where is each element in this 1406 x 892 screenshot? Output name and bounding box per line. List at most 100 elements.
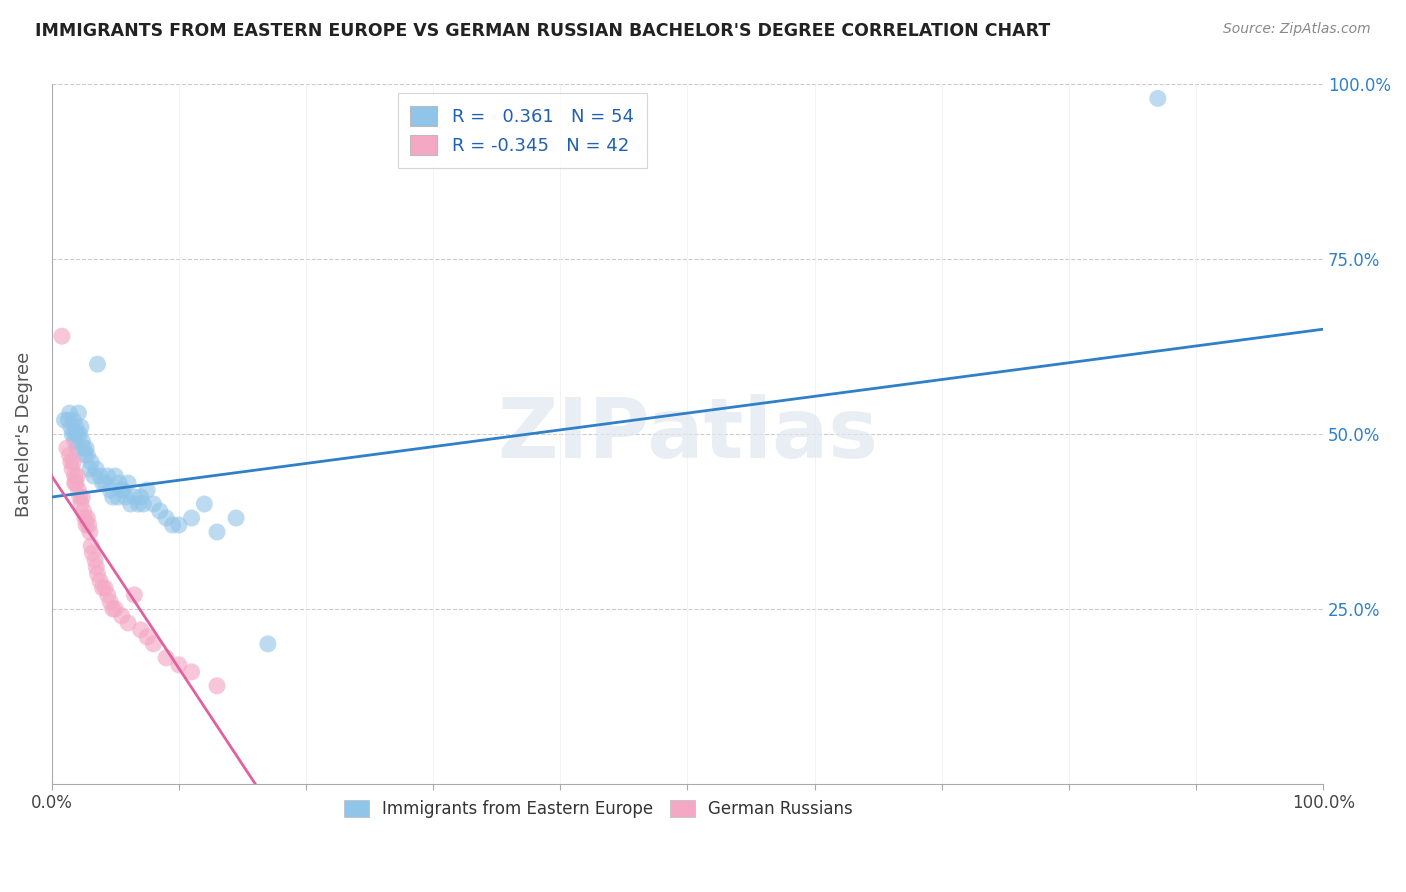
Point bbox=[79, 462, 101, 476]
Point bbox=[67, 406, 90, 420]
Point bbox=[72, 434, 94, 448]
Point bbox=[142, 637, 165, 651]
Text: Source: ZipAtlas.com: Source: ZipAtlas.com bbox=[1223, 22, 1371, 37]
Point bbox=[111, 483, 134, 497]
Point bbox=[63, 476, 86, 491]
Point bbox=[94, 476, 117, 491]
Point bbox=[58, 406, 80, 420]
Point bbox=[60, 427, 83, 442]
Point bbox=[65, 420, 87, 434]
Point bbox=[72, 441, 94, 455]
Point bbox=[257, 637, 280, 651]
Point bbox=[136, 483, 159, 497]
Point bbox=[89, 469, 111, 483]
Point bbox=[70, 420, 93, 434]
Point bbox=[101, 490, 124, 504]
Point bbox=[98, 483, 121, 497]
Point bbox=[149, 504, 172, 518]
Point bbox=[127, 497, 149, 511]
Point bbox=[97, 469, 120, 483]
Point bbox=[84, 462, 107, 476]
Point bbox=[129, 490, 152, 504]
Point bbox=[65, 476, 87, 491]
Point bbox=[205, 524, 228, 539]
Point bbox=[58, 448, 80, 462]
Point bbox=[124, 588, 146, 602]
Point bbox=[72, 490, 94, 504]
Point bbox=[58, 413, 80, 427]
Point bbox=[60, 462, 83, 476]
Point bbox=[51, 329, 73, 343]
Point bbox=[162, 518, 184, 533]
Point bbox=[107, 490, 129, 504]
Point bbox=[83, 469, 105, 483]
Point bbox=[63, 427, 86, 442]
Point bbox=[86, 566, 108, 581]
Y-axis label: Bachelor's Degree: Bachelor's Degree bbox=[15, 351, 32, 516]
Point bbox=[97, 588, 120, 602]
Text: IMMIGRANTS FROM EASTERN EUROPE VS GERMAN RUSSIAN BACHELOR'S DEGREE CORRELATION C: IMMIGRANTS FROM EASTERN EUROPE VS GERMAN… bbox=[35, 22, 1050, 40]
Point bbox=[63, 434, 86, 448]
Point bbox=[155, 511, 177, 525]
Point bbox=[132, 497, 155, 511]
Point bbox=[84, 560, 107, 574]
Point bbox=[91, 476, 114, 491]
Point bbox=[70, 497, 93, 511]
Point bbox=[62, 455, 84, 469]
Point bbox=[80, 539, 103, 553]
Point bbox=[73, 511, 96, 525]
Point bbox=[108, 476, 131, 491]
Point bbox=[59, 420, 82, 434]
Point bbox=[69, 490, 91, 504]
Point bbox=[104, 602, 127, 616]
Point bbox=[91, 581, 114, 595]
Point bbox=[66, 427, 89, 442]
Text: ZIPatlas: ZIPatlas bbox=[496, 393, 877, 475]
Point bbox=[193, 497, 215, 511]
Point bbox=[75, 518, 97, 533]
Point bbox=[180, 665, 202, 679]
Point bbox=[79, 524, 101, 539]
Point bbox=[104, 469, 127, 483]
Point bbox=[67, 483, 90, 497]
Point bbox=[114, 490, 136, 504]
Legend: Immigrants from Eastern Europe, German Russians: Immigrants from Eastern Europe, German R… bbox=[337, 793, 859, 824]
Point bbox=[120, 497, 142, 511]
Point bbox=[89, 574, 111, 588]
Point bbox=[180, 511, 202, 525]
Point bbox=[53, 413, 76, 427]
Point bbox=[167, 657, 190, 672]
Point bbox=[73, 448, 96, 462]
Point bbox=[111, 483, 134, 497]
Point bbox=[66, 469, 89, 483]
Point bbox=[94, 581, 117, 595]
Point bbox=[205, 679, 228, 693]
Point bbox=[167, 518, 190, 533]
Point bbox=[75, 441, 97, 455]
Point bbox=[111, 608, 134, 623]
Point bbox=[117, 476, 139, 491]
Point bbox=[80, 455, 103, 469]
Point bbox=[155, 651, 177, 665]
Point bbox=[82, 546, 104, 560]
Point bbox=[63, 469, 86, 483]
Point bbox=[124, 490, 146, 504]
Point bbox=[117, 615, 139, 630]
Point bbox=[136, 630, 159, 644]
Point bbox=[76, 448, 98, 462]
Point bbox=[98, 595, 121, 609]
Point bbox=[59, 455, 82, 469]
Point bbox=[1147, 91, 1170, 105]
Point bbox=[72, 504, 94, 518]
Point bbox=[77, 518, 100, 533]
Point bbox=[142, 497, 165, 511]
Point bbox=[69, 427, 91, 442]
Point bbox=[101, 602, 124, 616]
Point bbox=[84, 553, 107, 567]
Point bbox=[56, 441, 79, 455]
Point bbox=[225, 511, 247, 525]
Point bbox=[66, 441, 89, 455]
Point bbox=[62, 413, 84, 427]
Point bbox=[86, 357, 108, 371]
Point bbox=[76, 511, 98, 525]
